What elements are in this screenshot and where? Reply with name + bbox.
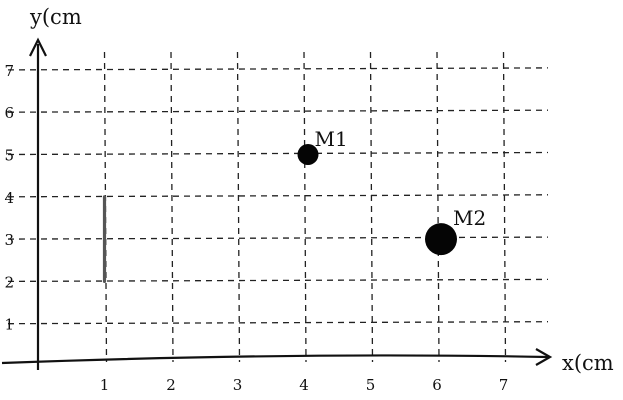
x-tick-label-1: 1 bbox=[100, 376, 110, 394]
grid-line-v-2 bbox=[170, 51, 174, 363]
x-axis-line bbox=[1, 354, 549, 365]
point-m1 bbox=[297, 144, 319, 165]
x-tick-label-2: 2 bbox=[166, 376, 176, 394]
y-tick-label-3: 3 bbox=[4, 231, 14, 249]
y-tick-label-1: 1 bbox=[4, 316, 14, 334]
x-tick-label-6: 6 bbox=[432, 376, 442, 394]
grid bbox=[7, 51, 549, 363]
x-tick-label-5: 5 bbox=[366, 376, 376, 394]
y-tick-label-2: 2 bbox=[4, 273, 14, 291]
grid-line-h-7 bbox=[7, 67, 549, 71]
x-tick-label-4: 4 bbox=[299, 376, 309, 394]
tick-labels: 1 2 3 4 5 6 7 1 2 3 4 5 6 7 bbox=[4, 62, 508, 394]
y-axis-arrow-icon bbox=[29, 37, 47, 57]
grid-line-h-1 bbox=[7, 321, 549, 325]
x-axis-label: x(cm bbox=[562, 351, 614, 375]
grid-line-h-4 bbox=[7, 194, 549, 198]
x-tick-label-3: 3 bbox=[233, 376, 243, 394]
point-label-m1: M1 bbox=[315, 127, 348, 151]
grid-line-v-4 bbox=[303, 51, 307, 363]
y-tick-label-7: 7 bbox=[4, 62, 14, 80]
grid-line-v-5 bbox=[369, 51, 374, 363]
grid-line-v-3 bbox=[236, 51, 241, 363]
y-axis-label: y(cm bbox=[29, 5, 82, 29]
y-tick-label-6: 6 bbox=[4, 104, 14, 122]
point-label-m2: M2 bbox=[453, 206, 486, 230]
y-tick-label-4: 4 bbox=[4, 189, 14, 207]
grid-line-h-2 bbox=[7, 278, 549, 283]
grid-line-v-6 bbox=[436, 51, 440, 363]
grid-line-h-3 bbox=[7, 236, 549, 240]
y-tick-label-5: 5 bbox=[4, 147, 14, 165]
marks: M1 M2 bbox=[102, 127, 486, 283]
point-m2 bbox=[425, 223, 457, 256]
axes bbox=[1, 37, 553, 370]
grid-line-h-6 bbox=[7, 109, 549, 113]
grid-line-v-7 bbox=[502, 51, 507, 363]
x-tick-label-7: 7 bbox=[499, 376, 509, 394]
x-axis-arrow-icon bbox=[535, 348, 553, 366]
grid-line-h-5 bbox=[7, 151, 549, 156]
